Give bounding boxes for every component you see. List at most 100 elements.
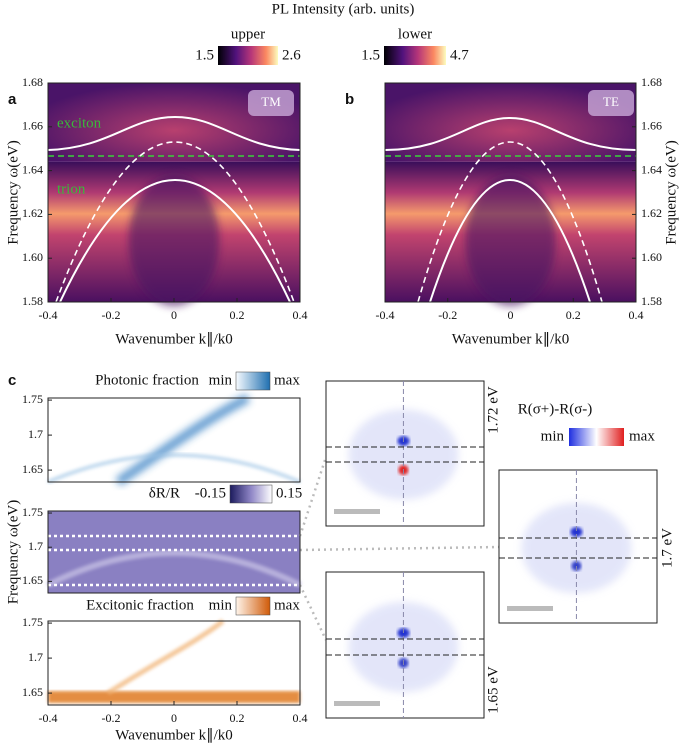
colorbar bbox=[235, 596, 271, 616]
y-tick-label: 1.7 bbox=[28, 539, 43, 553]
heatmap-dim bbox=[465, 174, 556, 307]
connector bbox=[299, 545, 500, 552]
x-tick-label: 0 bbox=[508, 308, 514, 322]
x-tick-label: 0.2 bbox=[230, 711, 245, 725]
colorbar-max: max bbox=[274, 597, 300, 613]
colorbar-label: lower bbox=[398, 26, 432, 42]
lower-polariton bbox=[59, 179, 291, 303]
subplot-title: Excitonic fraction bbox=[86, 597, 194, 613]
x-axis-label: Wavenumber k∥/k0 bbox=[115, 727, 233, 743]
panel-letter: b bbox=[345, 91, 354, 108]
badge-label: TM bbox=[261, 94, 281, 109]
y-axis-label: Frequency ω(eV) bbox=[663, 140, 679, 244]
x-tick-label: 0.4 bbox=[293, 711, 308, 725]
inset-colorbar-title: R(σ+)-R(σ-) bbox=[518, 401, 593, 417]
y-axis-label: Frequency ω(eV) bbox=[5, 500, 21, 604]
heatmap-streak bbox=[115, 393, 251, 486]
colorbar-min: 1.5 bbox=[195, 47, 214, 63]
x-tick-label: 0 bbox=[171, 308, 177, 322]
x-tick-label: -0.2 bbox=[102, 308, 121, 322]
annotation: trion bbox=[57, 181, 86, 197]
colorbar-min: min bbox=[209, 597, 233, 613]
colorbar-max: 0.15 bbox=[276, 485, 302, 501]
colorbar bbox=[229, 484, 273, 504]
cavity-mode bbox=[55, 141, 295, 303]
heatmap-band bbox=[46, 550, 302, 588]
lower-polariton bbox=[429, 179, 591, 303]
colorbar-min: min bbox=[209, 372, 233, 388]
inset-colorbar bbox=[569, 428, 624, 446]
x-axis-label: Wavenumber k∥/k0 bbox=[452, 331, 570, 347]
y-tick-label: 1.62 bbox=[641, 206, 662, 220]
colorbar bbox=[218, 46, 278, 65]
y-tick-label: 1.64 bbox=[641, 162, 662, 176]
cavity-mode bbox=[417, 141, 603, 303]
y-tick-label: 1.60 bbox=[641, 250, 662, 264]
panel-letter: a bbox=[8, 91, 17, 108]
y-tick-label: 1.7 bbox=[28, 427, 43, 441]
connector bbox=[298, 584, 328, 641]
y-tick-label: 1.65 bbox=[22, 685, 43, 699]
x-tick-label: -0.4 bbox=[376, 308, 395, 322]
colorbar-label: upper bbox=[231, 26, 265, 42]
y-tick-label: 1.65 bbox=[22, 462, 43, 476]
inset-label: 1.72 eV bbox=[485, 386, 501, 434]
inset-label: 1.7 eV bbox=[659, 528, 675, 568]
colorbar-max: 4.7 bbox=[450, 47, 469, 63]
y-tick-label: 1.64 bbox=[22, 162, 43, 176]
x-tick-label: 0.2 bbox=[230, 308, 245, 322]
plot-frame bbox=[47, 510, 301, 594]
y-tick-label: 1.65 bbox=[22, 573, 43, 587]
panel-letter: c bbox=[8, 372, 16, 389]
x-tick-label: -0.4 bbox=[39, 711, 58, 725]
colorbar bbox=[384, 46, 446, 65]
upper-polariton bbox=[384, 116, 637, 151]
inset-label: 1.65 eV bbox=[485, 666, 501, 714]
colorbar bbox=[235, 371, 271, 391]
y-tick-label: 1.58 bbox=[22, 294, 43, 308]
colorbar-min: -0.15 bbox=[195, 485, 226, 501]
colorbar-min: 1.5 bbox=[361, 47, 380, 63]
heatmaps bbox=[46, 83, 636, 705]
x-tick-label: 0.4 bbox=[629, 308, 644, 322]
y-tick-label: 1.66 bbox=[641, 119, 662, 133]
y-tick-label: 1.66 bbox=[22, 119, 43, 133]
scale-bar bbox=[334, 701, 380, 706]
x-tick-label: 0.4 bbox=[293, 308, 308, 322]
upper-polariton bbox=[47, 115, 301, 151]
inset-speckle bbox=[521, 503, 632, 593]
y-tick-label: 1.75 bbox=[22, 615, 43, 629]
colorbar-max: max bbox=[274, 372, 300, 388]
inset-colorbar-max: max bbox=[629, 428, 655, 444]
badge-label: TE bbox=[603, 94, 619, 109]
plot-frame bbox=[47, 397, 301, 483]
y-tick-label: 1.62 bbox=[22, 206, 43, 220]
subplot-title: Photonic fraction bbox=[95, 372, 199, 388]
x-tick-label: -0.2 bbox=[438, 308, 457, 322]
subplot-title: δR/R bbox=[149, 485, 180, 501]
inset-blob bbox=[570, 527, 583, 537]
y-axis-label: Frequency ω(eV) bbox=[5, 140, 21, 244]
heatmap-faint bbox=[47, 453, 301, 484]
colorbar-title: PL Intensity (arb. units) bbox=[272, 1, 415, 17]
y-tick-label: 1.68 bbox=[641, 75, 662, 89]
y-tick-label: 1.68 bbox=[22, 75, 43, 89]
x-tick-label: -0.2 bbox=[102, 711, 121, 725]
connector bbox=[298, 456, 328, 537]
y-tick-label: 1.58 bbox=[641, 294, 662, 308]
heatmap-dim bbox=[128, 174, 220, 307]
heatmap-streak bbox=[106, 619, 225, 696]
inset-colorbar-min: min bbox=[541, 428, 565, 444]
annotation: exciton bbox=[57, 115, 102, 131]
y-tick-label: 1.75 bbox=[22, 392, 43, 406]
colorbar-max: 2.6 bbox=[282, 47, 301, 63]
x-tick-label: -0.4 bbox=[39, 308, 58, 322]
x-tick-label: 0 bbox=[171, 711, 177, 725]
y-tick-label: 1.7 bbox=[28, 650, 43, 664]
scale-bar bbox=[334, 509, 380, 514]
badge bbox=[248, 90, 294, 116]
scale-bar bbox=[507, 606, 553, 611]
overlays bbox=[47, 115, 637, 641]
y-tick-label: 1.75 bbox=[22, 505, 43, 519]
